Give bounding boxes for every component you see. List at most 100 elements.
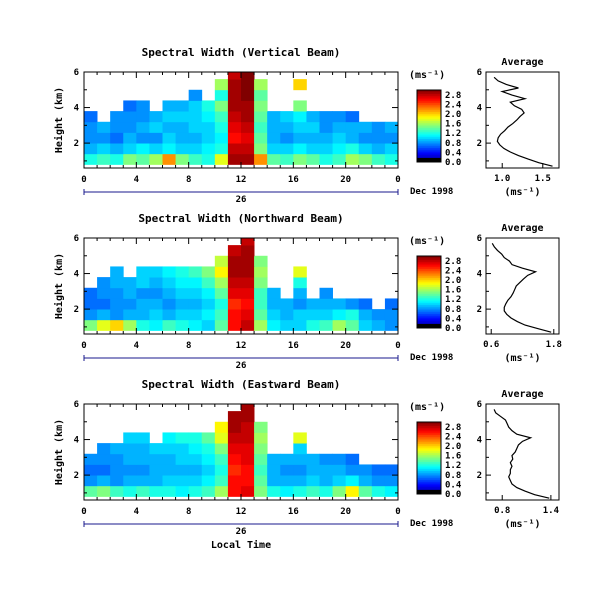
heatmap-cell [162, 309, 176, 321]
heatmap-cell [293, 79, 307, 91]
colorbar-swatch [417, 93, 441, 96]
heatmap-cell [227, 111, 242, 123]
heatmap-cell [241, 411, 255, 423]
colorbar-swatch [417, 470, 441, 473]
heatmap-cell [227, 143, 242, 155]
average-profile-line [493, 409, 550, 499]
heatmap-cell [358, 298, 373, 310]
heatmap-cell [293, 319, 307, 331]
heatmap-cell [227, 309, 242, 321]
heatmap-cell [97, 153, 111, 165]
colorbar-tick-label: 0.4 [445, 480, 462, 490]
colorbar-swatch [417, 274, 441, 277]
heatmap-cell [332, 143, 347, 155]
heatmap-cell [123, 432, 137, 444]
heatmap-cell [227, 421, 242, 433]
heatmap-cell [358, 309, 373, 321]
colorbar-swatch [417, 100, 441, 103]
average-x-tick-label: 1.0 [494, 174, 510, 184]
heatmap-cell [293, 277, 307, 289]
colorbar-swatch [417, 117, 441, 120]
colorbar-swatch [417, 153, 441, 156]
average-y-tick-label: 4 [477, 104, 483, 114]
colorbar-swatch [417, 481, 441, 484]
heatmap-cell [241, 464, 255, 476]
colorbar-swatch [417, 450, 441, 453]
heatmap-cell [149, 475, 163, 487]
colorbar-swatch [417, 440, 441, 443]
heatmap-cell [214, 79, 229, 91]
x-axis-label: Local Time [211, 539, 271, 551]
colorbar-swatch [417, 270, 441, 273]
colorbar-swatch [417, 149, 441, 152]
colorbar-swatch [417, 477, 441, 480]
heatmap-cell [214, 298, 229, 310]
colorbar-swatch [417, 144, 441, 147]
heatmap-cell [201, 266, 216, 278]
heatmap-cell [319, 475, 333, 487]
heatmap-cell [267, 485, 281, 497]
colorbar-tick-label: 2.0 [445, 442, 461, 452]
heatmap-cell [136, 453, 150, 465]
average-frame [485, 403, 560, 501]
average-x-tick-label: 1.5 [535, 174, 551, 184]
colorbar-swatch [417, 104, 441, 107]
colorbar-swatch [417, 127, 441, 130]
heatmap-cell [84, 153, 98, 165]
date-label: Dec 1998 [410, 519, 453, 529]
colorbar-swatch [417, 461, 441, 464]
heatmap-cell [241, 475, 255, 487]
colorbar-swatch [417, 320, 441, 323]
colorbar-swatch [417, 317, 441, 320]
heatmap-cell [384, 132, 399, 144]
heatmap-cell [136, 432, 150, 444]
heatmap-cell [149, 132, 163, 144]
heatmap-cell [227, 319, 242, 331]
colorbar-tick-label: 2.8 [445, 91, 461, 101]
colorbar-tick-label: 1.2 [445, 461, 461, 471]
panel-2: Spectral Width (Northward Beam)0 4 8 12 16 20… [53, 212, 562, 371]
heatmap-cell [188, 464, 203, 476]
colorbar-swatch [417, 486, 441, 489]
x-tick-label: 4 [134, 175, 140, 185]
heatmap-cell [371, 475, 386, 487]
heatmap-cell [227, 453, 242, 465]
average-title: Average [501, 223, 543, 234]
heatmap-cell [280, 453, 294, 465]
average-x-axis-label: (ms⁻¹) [504, 187, 540, 198]
heatmap-cell [293, 121, 307, 133]
heatmap-cell [175, 485, 190, 497]
heatmap-cell [201, 153, 216, 165]
heatmap-cell [188, 432, 203, 444]
x-tick-label: 20 [340, 341, 351, 351]
heatmap-cell [241, 89, 255, 101]
heatmap-cell [319, 464, 333, 476]
colorbar-tick-label: 0.4 [445, 314, 462, 324]
average-y-tick-label: 6 [477, 68, 482, 78]
colorbar-swatch [417, 102, 441, 105]
heatmap-cell [97, 298, 111, 310]
heatmap-cell [175, 453, 190, 465]
heatmap-cell [306, 319, 320, 331]
heatmap-cell [123, 319, 137, 331]
heatmap-cell [188, 111, 203, 123]
heatmap-cell [188, 319, 203, 331]
colorbar-swatch [417, 286, 441, 289]
colorbar-swatch [417, 302, 441, 305]
x-tick-label: 0 [81, 341, 86, 351]
heatmap-cell [162, 475, 176, 487]
colorbar-swatch [417, 90, 441, 93]
heatmap-cell [136, 298, 150, 310]
heatmap-cell [201, 100, 216, 112]
colorbar-swatch [417, 431, 441, 434]
heatmap-cell [123, 132, 137, 144]
heatmap-cell [175, 111, 190, 123]
colorbar-swatch [417, 266, 441, 269]
colorbar-swatch [417, 463, 441, 466]
heatmap-cell [201, 453, 216, 465]
heatmap-cell [188, 132, 203, 144]
heatmap-cell [319, 309, 333, 321]
heatmap-cell [227, 79, 242, 91]
heatmap-cell [201, 277, 216, 289]
heatmap-cell [371, 485, 386, 497]
